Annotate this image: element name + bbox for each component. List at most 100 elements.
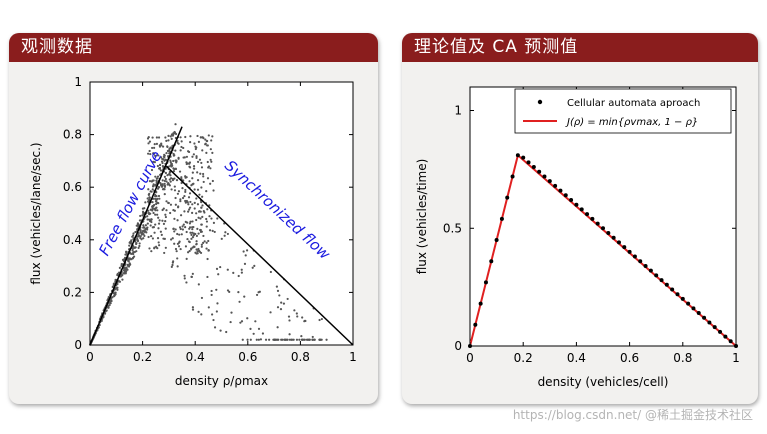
scatter-point [187, 203, 190, 206]
scatter-point [245, 249, 249, 252]
ca-point [595, 221, 600, 226]
scatter-point [149, 190, 152, 193]
scatter-point [138, 242, 141, 245]
scatter-point [240, 320, 244, 323]
scatter-point [219, 329, 222, 332]
scatter-point [190, 275, 194, 279]
x-tick-label: 0.2 [514, 351, 533, 365]
scatter-point [251, 266, 254, 269]
scatter-point [200, 166, 204, 169]
scatter-point [120, 264, 123, 268]
scatter-point [139, 229, 142, 232]
scatter-point [137, 223, 140, 226]
scatter-point [295, 338, 299, 341]
scatter-point [198, 193, 201, 196]
scatter-point [170, 188, 173, 191]
ca-point [606, 230, 611, 235]
scatter-point [149, 219, 152, 223]
scatter-point [171, 133, 174, 136]
ca-point [686, 301, 691, 306]
scatter-point [153, 231, 156, 234]
scatter-point [176, 192, 179, 195]
scatter-point [240, 268, 243, 271]
scatter-point [200, 206, 203, 209]
scatter-point [212, 189, 215, 192]
scatter-point [254, 320, 257, 323]
scatter-point [165, 209, 168, 212]
scatter-point [165, 151, 168, 155]
ca-point [579, 207, 584, 212]
scatter-point [200, 245, 203, 248]
scatter-point [180, 176, 183, 179]
scatter-point [187, 150, 190, 153]
scatter-point [114, 292, 117, 296]
scatter-point [191, 203, 194, 206]
scatter-point [226, 268, 229, 271]
scatter-point [257, 338, 260, 341]
scatter-point [185, 257, 188, 260]
scatter-point [207, 239, 210, 243]
scatter-point [179, 198, 182, 201]
scatter-point [147, 152, 150, 155]
scatter-point [269, 270, 272, 274]
scatter-point [195, 234, 199, 238]
scatter-point [155, 206, 158, 209]
scatter-point [213, 230, 216, 234]
scatter-point [197, 140, 201, 143]
scatter-point [179, 136, 182, 139]
x-axis-label: density (vehicles/cell) [538, 375, 669, 389]
scatter-point [191, 236, 195, 239]
scatter-point [155, 177, 158, 180]
ca-point [632, 254, 637, 259]
theory-ca-title: 理论值及 CA 预测值 [402, 33, 758, 62]
scatter-point [210, 293, 213, 297]
scatter-point [148, 140, 152, 143]
scatter-point [199, 217, 202, 220]
scatter-point [141, 229, 145, 233]
ca-point [707, 320, 712, 325]
x-tick-label: 0.2 [133, 350, 152, 364]
scatter-point [113, 295, 116, 298]
scatter-point [182, 156, 185, 159]
scatter-point [152, 183, 155, 186]
scatter-point [185, 155, 189, 158]
scatter-point [142, 226, 145, 229]
ca-point [627, 249, 632, 254]
scatter-point [191, 177, 194, 180]
scatter-point [206, 257, 209, 261]
scatter-point [152, 211, 155, 215]
scatter-point [169, 135, 172, 138]
scatter-point [172, 167, 175, 170]
ca-point [515, 153, 520, 158]
scatter-point [151, 188, 154, 191]
ca-point [670, 287, 675, 292]
scatter-point [164, 215, 167, 219]
scatter-point [191, 272, 194, 275]
scatter-point [170, 265, 173, 268]
x-tick-label: 0 [86, 350, 94, 364]
scatter-point [253, 264, 256, 268]
scatter-point [211, 179, 214, 183]
ca-point [558, 188, 563, 193]
scatter-point [164, 171, 168, 175]
scatter-point [188, 222, 192, 225]
scatter-point [134, 246, 137, 249]
scatter-point [201, 204, 204, 207]
scatter-point [142, 224, 145, 227]
scatter-point [165, 200, 168, 203]
scatter-point [209, 148, 212, 151]
scatter-point [167, 139, 170, 142]
scatter-point [174, 149, 177, 152]
scatter-point [178, 226, 182, 229]
scatter-point [157, 185, 160, 189]
scatter-point [183, 277, 186, 280]
scatter-point [184, 199, 187, 203]
scatter-point [207, 248, 210, 252]
scatter-point [206, 139, 209, 143]
plot-frame [89, 81, 354, 346]
scatter-point [167, 201, 170, 205]
scatter-point [237, 291, 240, 294]
scatter-point [146, 137, 150, 140]
scatter-point [154, 223, 157, 226]
scatter-point [156, 187, 160, 190]
